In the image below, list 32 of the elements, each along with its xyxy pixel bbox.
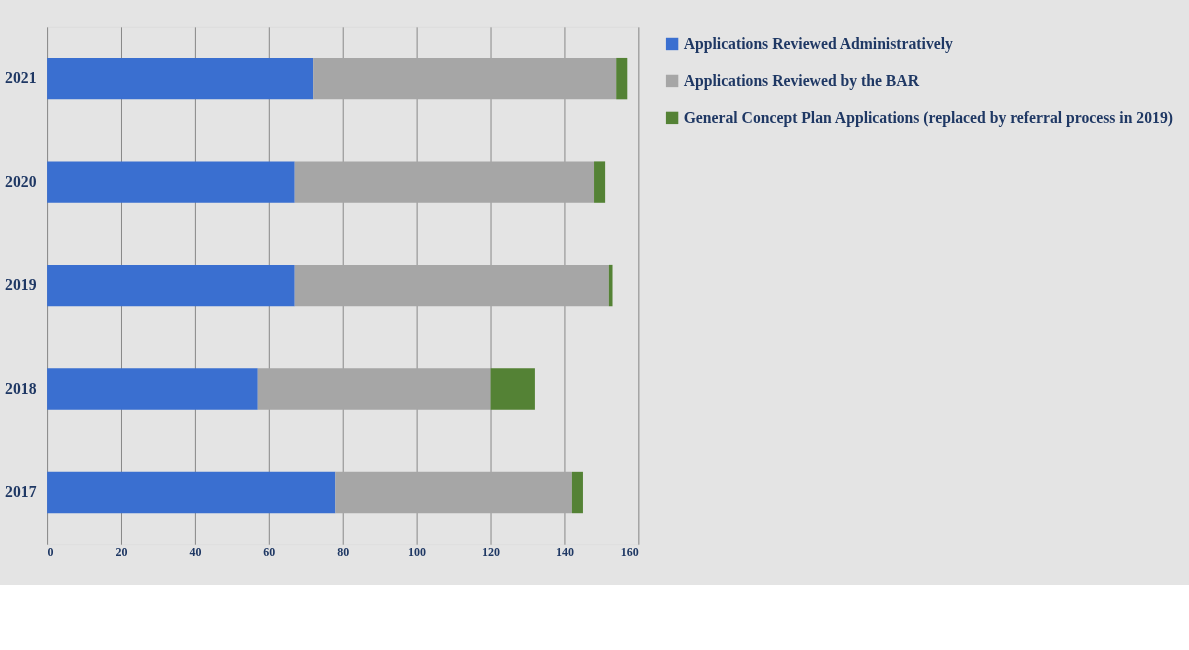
x-tick-label: 140 (555, 544, 574, 559)
x-tick-label: 0 (47, 544, 54, 559)
bar (335, 471, 572, 514)
x-tick-label: 60 (263, 544, 276, 559)
bar (294, 264, 609, 307)
bar (47, 471, 336, 514)
y-tick-label: 2020 (5, 172, 37, 190)
x-tick-label: 80 (337, 544, 350, 559)
y-tick-label: 2018 (5, 379, 37, 397)
bar (608, 264, 613, 307)
x-tick-label: 160 (620, 544, 639, 559)
legend-label: Applications Reviewed Administratively (683, 34, 954, 53)
bar (571, 471, 583, 514)
bar (47, 161, 295, 203)
bar (313, 57, 617, 100)
bar (490, 368, 535, 410)
x-tick-label: 100 (408, 544, 427, 559)
x-tick-label: 40 (189, 544, 202, 559)
x-tick-label: 120 (482, 544, 501, 559)
bar (257, 368, 491, 410)
y-tick-label: 2019 (5, 276, 37, 294)
bar (294, 161, 595, 203)
bar (616, 57, 628, 100)
bar (594, 161, 606, 203)
bar (47, 264, 295, 307)
x-tick-label: 20 (115, 544, 128, 559)
bar (47, 368, 258, 410)
y-tick-label: 2021 (5, 69, 37, 87)
y-tick-label: 2017 (5, 483, 37, 501)
legend-label: General Concept Plan Applications (replaced by referral process in 2019) (683, 108, 1173, 127)
bar (47, 57, 314, 100)
legend-label: Applications Reviewed by the BAR (683, 71, 920, 90)
